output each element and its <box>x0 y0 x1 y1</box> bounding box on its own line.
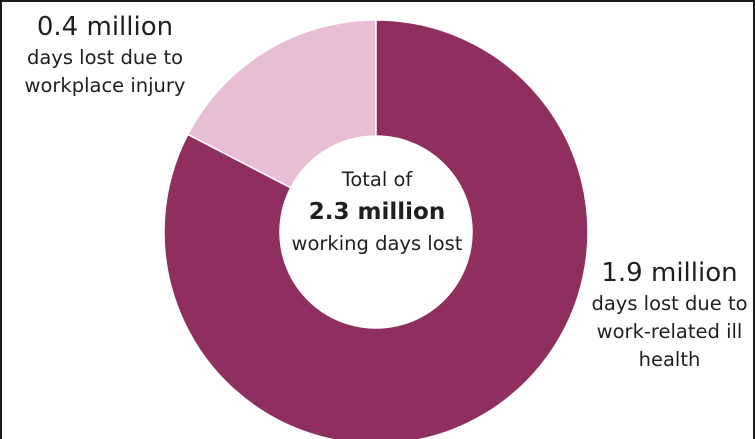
illhealth-slice <box>163 19 589 439</box>
center-line-3: working days lost <box>291 232 463 255</box>
donut-center-total: Total of 2.3 million working days lost <box>252 165 502 259</box>
illhealth-desc-line-2: work-related ill <box>596 320 743 343</box>
injury-slice <box>186 19 377 189</box>
injury-desc-line-2: workplace injury <box>24 74 186 97</box>
injury-value-text: 0.4 million <box>36 12 174 42</box>
illhealth-desc-line-1: days lost due to <box>591 292 748 315</box>
illhealth-value-text: 1.9 million <box>601 258 738 288</box>
illhealth-desc-line-3: health <box>638 348 701 371</box>
illhealth-slice-label: 1.9 million days lost due to work-relate… <box>577 256 753 374</box>
injury-slice-label: 0.4 million days lost due to workplace i… <box>10 10 200 100</box>
center-line-1: Total of <box>341 168 413 191</box>
injury-desc-line-1: days lost due to <box>26 46 184 69</box>
center-total-value: 2.3 million <box>308 199 446 225</box>
